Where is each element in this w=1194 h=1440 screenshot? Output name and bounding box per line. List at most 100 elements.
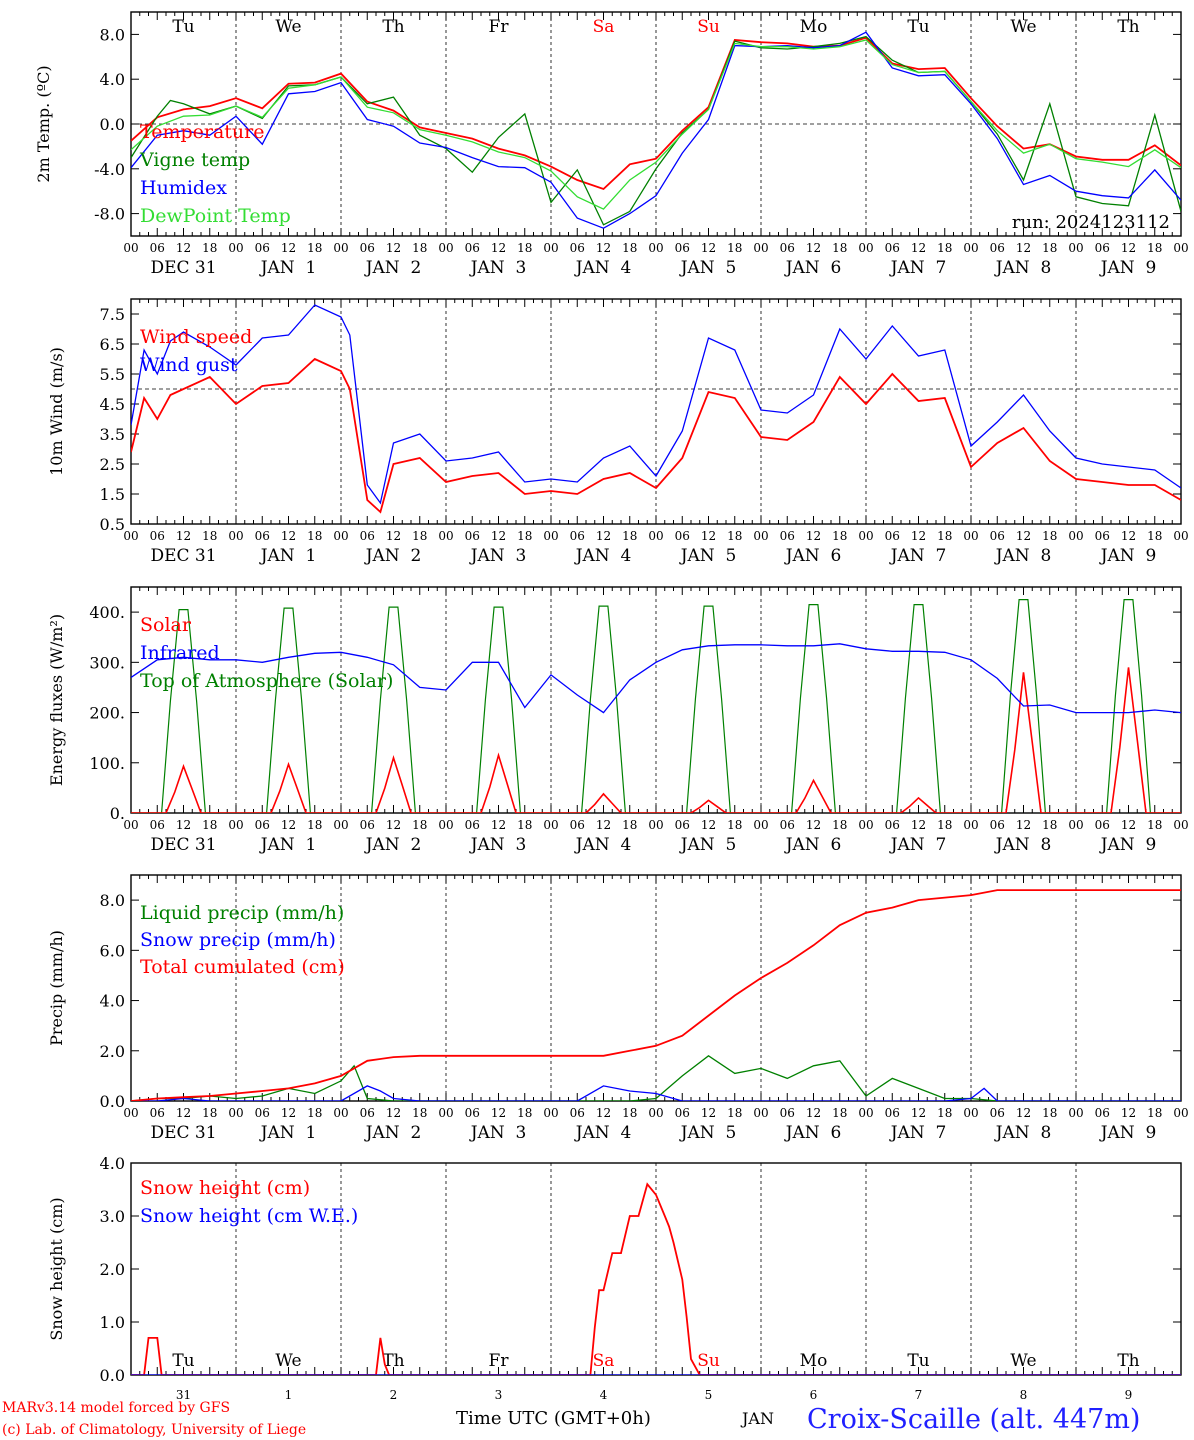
hour-tick-label: 00	[438, 818, 453, 832]
series-line-temperature	[131, 36, 1181, 191]
hour-tick-label: 00	[858, 241, 873, 255]
hour-tick-label: 06	[465, 529, 480, 543]
series-line-wind-speed	[131, 357, 1181, 514]
hour-tick-label: 12	[911, 1106, 926, 1120]
hour-tick-label: 00	[228, 529, 243, 543]
hour-tick-label: 00	[858, 1106, 873, 1120]
hour-tick-label: 12	[1016, 529, 1031, 543]
date-label: JAN 7	[889, 546, 947, 566]
hour-tick-label: 12	[596, 818, 611, 832]
hour-tick-label: 12	[386, 241, 401, 255]
legend-entry: Solar	[140, 614, 192, 636]
hour-tick-label: 12	[1121, 1106, 1136, 1120]
day-label: We	[275, 1351, 301, 1371]
hour-tick-label: 06	[990, 818, 1005, 832]
hour-tick-label: 06	[675, 241, 690, 255]
hour-tick-label: 18	[307, 818, 322, 832]
hour-tick-label: 00	[543, 529, 558, 543]
hour-tick-label: 00	[123, 818, 138, 832]
hour-tick-label: 18	[727, 241, 742, 255]
legend-entry: Snow height (cm W.E.)	[140, 1205, 358, 1227]
hour-tick-label: 06	[1095, 529, 1110, 543]
hour-tick-label: 06	[675, 529, 690, 543]
day-label: We	[1010, 1351, 1036, 1371]
hour-tick-label: 00	[858, 529, 873, 543]
date-label: JAN 1	[259, 1123, 317, 1143]
hour-tick-label: 12	[806, 1106, 821, 1120]
hour-tick-label: 12	[701, 241, 716, 255]
hour-tick-label: 18	[1147, 529, 1162, 543]
hour-tick-label: 00	[648, 529, 663, 543]
day-label: Sa	[593, 1351, 615, 1371]
hour-tick-label: 12	[806, 241, 821, 255]
hour-tick-label: 12	[911, 529, 926, 543]
y-tick-label: 0.0	[100, 115, 125, 134]
hour-tick-label: 18	[727, 818, 742, 832]
y-tick-label: 2.0	[100, 1260, 125, 1279]
hour-tick-label: 12	[1121, 529, 1136, 543]
legend-entry: Snow height (cm)	[140, 1177, 310, 1199]
day-label: We	[1010, 17, 1036, 37]
hour-tick-label: 18	[1147, 241, 1162, 255]
date-label: JAN 6	[784, 835, 842, 855]
station-label: Croix-Scaille (alt. 447m)	[807, 1404, 1140, 1435]
hour-tick-label: 12	[281, 529, 296, 543]
hour-tick-label: 18	[937, 529, 952, 543]
day-number-label: 3	[495, 1388, 503, 1402]
day-number-label: 4	[600, 1388, 608, 1402]
series-line-vigne-temp	[131, 35, 1181, 226]
hour-tick-label: 06	[150, 818, 165, 832]
day-label: Tu	[907, 1351, 929, 1371]
date-label: JAN 5	[679, 258, 737, 278]
hour-tick-label: 06	[885, 1106, 900, 1120]
y-tick-label: 8.0	[100, 891, 125, 910]
hour-tick-label: 18	[622, 241, 637, 255]
hour-tick-label: 12	[176, 529, 191, 543]
hour-tick-label: 00	[438, 1106, 453, 1120]
hour-tick-label: 18	[832, 818, 847, 832]
y-tick-label: 4.0	[100, 1154, 125, 1173]
hour-tick-label: 00	[543, 241, 558, 255]
hour-tick-label: 12	[386, 1106, 401, 1120]
hour-tick-label: 18	[832, 529, 847, 543]
date-label: JAN 2	[364, 258, 422, 278]
day-number-label: 6	[810, 1388, 818, 1402]
date-label: JAN 9	[1099, 258, 1157, 278]
hour-tick-label: 12	[1121, 241, 1136, 255]
hour-tick-label: 06	[675, 818, 690, 832]
hour-tick-label: 00	[438, 529, 453, 543]
hour-tick-label: 06	[360, 818, 375, 832]
hour-tick-label: 00	[228, 1106, 243, 1120]
date-label: JAN 1	[259, 835, 317, 855]
date-label: JAN 3	[469, 258, 527, 278]
legend-entry: Liquid precip (mm/h)	[140, 902, 344, 924]
hour-tick-label: 06	[885, 529, 900, 543]
legend-entry: Infrared	[140, 642, 220, 664]
month-label: JAN	[740, 1409, 774, 1428]
hour-tick-label: 18	[412, 818, 427, 832]
y-tick-label: 0.	[110, 804, 125, 823]
date-label: JAN 8	[994, 1123, 1052, 1143]
y-axis-label: Precip (mm/h)	[47, 930, 66, 1046]
hour-tick-label: 12	[386, 818, 401, 832]
hour-tick-label: 18	[412, 1106, 427, 1120]
hour-tick-label: 00	[1173, 529, 1188, 543]
y-tick-label: 7.5	[100, 305, 125, 324]
hour-tick-label: 06	[150, 241, 165, 255]
legend-entry: Temperature	[140, 121, 264, 143]
hour-tick-label: 18	[1147, 1106, 1162, 1120]
y-tick-label: 3.0	[100, 1207, 125, 1226]
hour-tick-label: 00	[753, 241, 768, 255]
y-tick-label: 5.5	[100, 365, 125, 384]
hour-tick-label: 18	[307, 1106, 322, 1120]
y-tick-label: 1.0	[100, 1313, 125, 1332]
hour-tick-label: 00	[228, 241, 243, 255]
hour-tick-label: 18	[1042, 818, 1057, 832]
hour-tick-label: 00	[228, 818, 243, 832]
hour-tick-label: 18	[517, 1106, 532, 1120]
hour-tick-label: 12	[281, 818, 296, 832]
date-label: DEC 31	[150, 1123, 216, 1143]
y-axis-label: 10m Wind (m/s)	[47, 347, 66, 476]
hour-tick-label: 12	[491, 1106, 506, 1120]
